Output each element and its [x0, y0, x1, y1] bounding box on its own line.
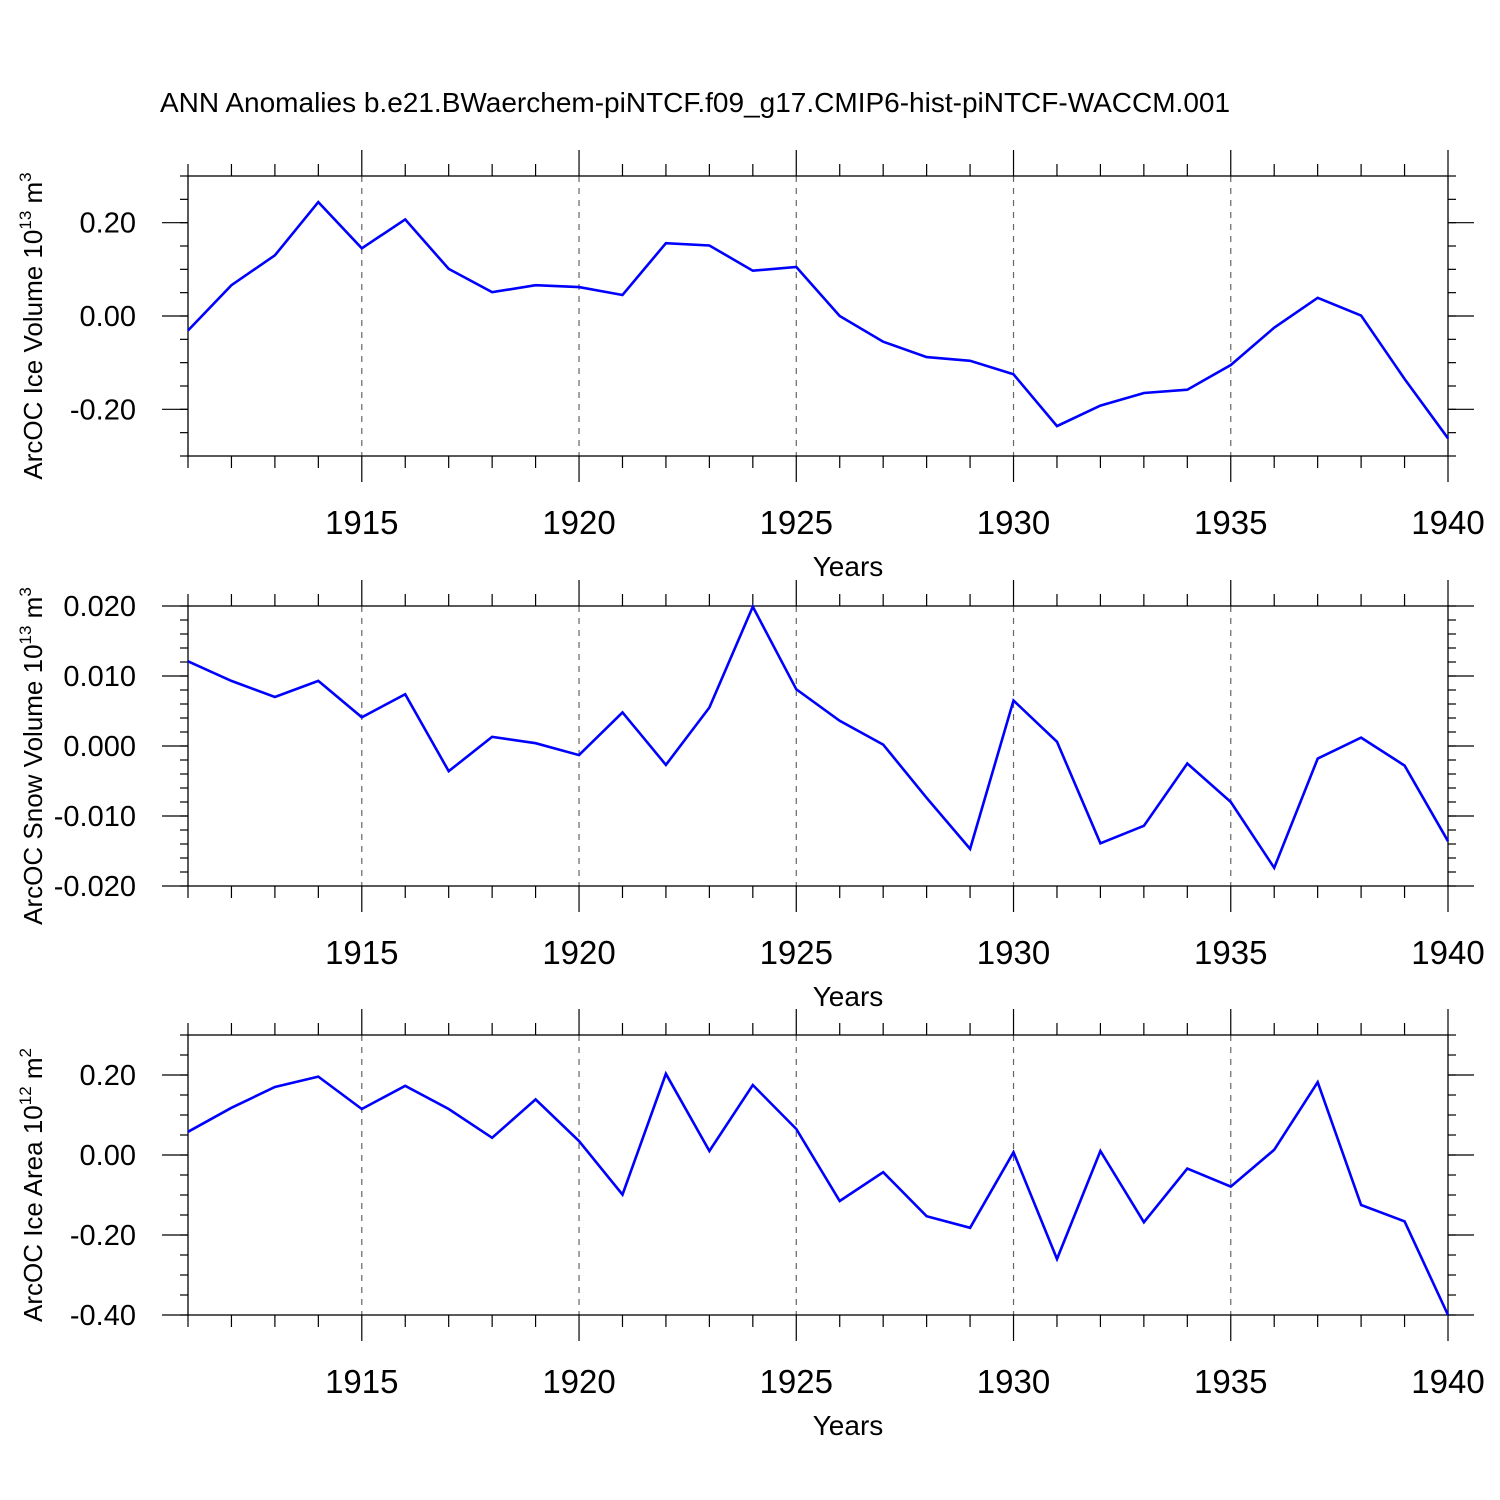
snow-volume-xtick-label: 1940	[1411, 934, 1484, 971]
snow-volume-xtick-label: 1925	[760, 934, 833, 971]
snow-volume-ytick-label: -0.020	[54, 871, 136, 903]
ice-area-xtick-label: 1915	[325, 1363, 398, 1400]
ice-volume-xtick-label: 1925	[760, 504, 833, 541]
ice-area-xtick-label: 1940	[1411, 1363, 1484, 1400]
snow-volume-ytick-label: 0.020	[63, 591, 136, 623]
snow-volume-panel: 0.020 0.010 0.000 -0.010 -0.020 1915 1920 1925 1…	[16, 580, 1485, 1012]
ice-area-ytick-label: -0.40	[70, 1300, 136, 1332]
snow-volume-ytick-label: 0.010	[63, 661, 136, 693]
chart-title: ANN Anomalies b.e21.BWaerchem-piNTCF.f09…	[160, 87, 1230, 118]
snow-volume-xtick-label: 1935	[1194, 934, 1267, 971]
ice-volume-x-axis-label: Years	[813, 551, 884, 582]
ice-volume-panel: 0.20 0.00 -0.20 1915 1920 1925 1930 1935 1940 Yea…	[16, 150, 1485, 582]
ice-area-frame	[187, 1034, 1449, 1316]
ice-volume-xtick-label: 1915	[325, 504, 398, 541]
ice-volume-xtick-label: 1930	[977, 504, 1050, 541]
ice-area-xtick-label: 1925	[760, 1363, 833, 1400]
panels-group: 0.20 0.00 -0.20 1915 1920 1925 1930 1935 1940 Yea…	[16, 150, 1485, 1441]
snow-volume-xtick-label: 1930	[977, 934, 1050, 971]
ice-area-ytick-label: 0.00	[80, 1140, 136, 1172]
ice-volume-ytick-label: 0.00	[80, 301, 136, 333]
ice-area-xtick-label: 1935	[1194, 1363, 1267, 1400]
snow-volume-ytick-label: 0.000	[63, 731, 136, 763]
ice-volume-y-axis-label: ArcOC Ice Volume 1013 m3	[16, 172, 48, 479]
ice-area-y-axis-label: ArcOC Ice Area 1012 m2	[16, 1048, 48, 1322]
snow-volume-ytick-label: -0.010	[54, 801, 136, 833]
snow-volume-xtick-label: 1920	[542, 934, 615, 971]
ice-volume-series-line	[187, 200, 1450, 440]
ice-area-ytick-label: 0.20	[80, 1060, 136, 1092]
ice-volume-frame	[187, 175, 1449, 457]
ice-volume-ytick-label: 0.20	[80, 208, 136, 240]
ice-area-series-line	[187, 1070, 1450, 1316]
ice-volume-ytick-label: -0.20	[70, 394, 136, 426]
ice-area-xtick-label: 1920	[542, 1363, 615, 1400]
ice-area-ytick-label: -0.20	[70, 1220, 136, 1252]
snow-volume-y-axis-label: ArcOC Snow Volume 1013 m3	[16, 587, 48, 925]
snow-volume-series-line	[187, 603, 1450, 871]
snow-volume-x-axis-label: Years	[813, 981, 884, 1012]
ice-area-x-axis-label: Years	[813, 1410, 884, 1441]
ice-volume-xtick-label: 1935	[1194, 504, 1267, 541]
ice-volume-xtick-label: 1940	[1411, 504, 1484, 541]
ice-volume-xtick-label: 1920	[542, 504, 615, 541]
snow-volume-xtick-label: 1915	[325, 934, 398, 971]
ice-area-xtick-label: 1930	[977, 1363, 1050, 1400]
ice-area-panel: 0.20 0.00 -0.20 -0.40 1915 1920 1925 1930 1935 19…	[16, 1009, 1485, 1441]
